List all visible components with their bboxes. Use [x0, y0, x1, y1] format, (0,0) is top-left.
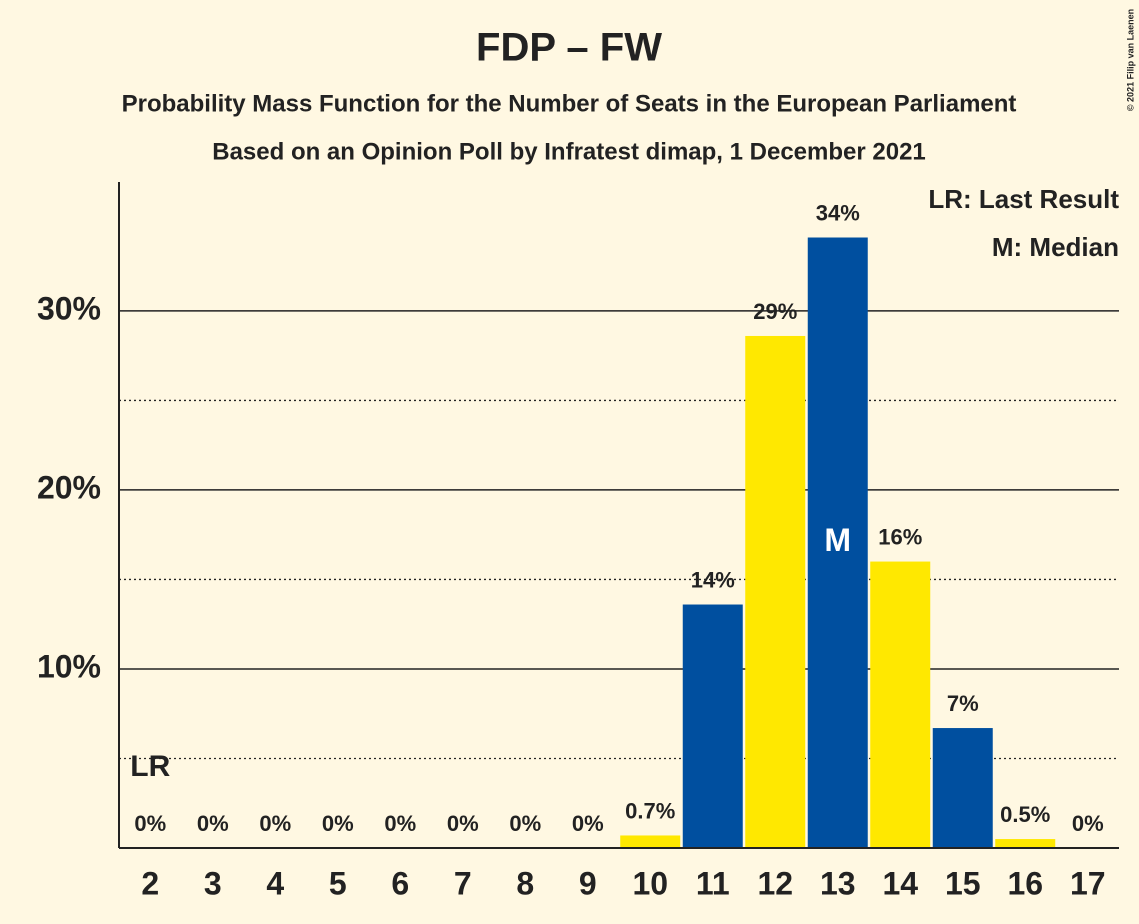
bar: [870, 561, 931, 848]
chart-title: FDP – FW: [476, 26, 662, 70]
value-label: 29%: [753, 299, 797, 324]
x-tick-label: 16: [1007, 865, 1043, 901]
y-tick-label: 20%: [37, 469, 101, 505]
median-marker: M: [824, 522, 851, 558]
bar: [932, 728, 993, 848]
x-tick-label: 11: [696, 865, 730, 901]
bar: [995, 839, 1056, 848]
bar: [807, 237, 868, 848]
x-tick-label: 14: [882, 865, 918, 901]
value-label: 0%: [197, 811, 229, 836]
x-tick-label: 8: [516, 865, 534, 901]
value-label: 0.7%: [625, 798, 675, 823]
x-tick-label: 2: [141, 865, 159, 901]
x-tick-label: 10: [632, 865, 668, 901]
value-label: 0%: [447, 811, 479, 836]
value-label: 0%: [259, 811, 291, 836]
x-tick-label: 17: [1070, 865, 1106, 901]
x-tick-label: 3: [204, 865, 222, 901]
value-label: 0%: [134, 811, 166, 836]
bar: [745, 335, 806, 848]
last-result-marker: LR: [130, 750, 170, 783]
chart-subtitle: Based on an Opinion Poll by Infratest di…: [212, 138, 926, 165]
bar: [682, 604, 743, 848]
x-tick-label: 13: [820, 865, 856, 901]
value-label: 0.5%: [1000, 802, 1050, 827]
y-tick-label: 30%: [37, 290, 101, 326]
x-tick-label: 5: [329, 865, 347, 901]
chart-subtitle: Probability Mass Function for the Number…: [122, 90, 1017, 117]
x-tick-label: 7: [454, 865, 472, 901]
value-label: 0%: [572, 811, 604, 836]
value-label: 0%: [1072, 811, 1104, 836]
value-label: 0%: [384, 811, 416, 836]
value-label: 16%: [878, 524, 922, 549]
legend-entry: LR: Last Result: [928, 184, 1119, 214]
x-tick-label: 6: [391, 865, 409, 901]
value-label: 0%: [509, 811, 541, 836]
value-label: 0%: [322, 811, 354, 836]
value-label: 34%: [816, 200, 860, 225]
legend-entry: M: Median: [992, 232, 1119, 262]
copyright: © 2021 Filip van Laenen: [1125, 9, 1135, 111]
y-tick-label: 10%: [37, 648, 101, 684]
x-tick-label: 12: [757, 865, 793, 901]
x-tick-label: 9: [579, 865, 597, 901]
value-label: 14%: [691, 567, 735, 592]
bar: [620, 835, 681, 848]
x-tick-label: 4: [266, 865, 284, 901]
value-label: 7%: [947, 691, 979, 716]
x-tick-label: 15: [945, 865, 981, 901]
